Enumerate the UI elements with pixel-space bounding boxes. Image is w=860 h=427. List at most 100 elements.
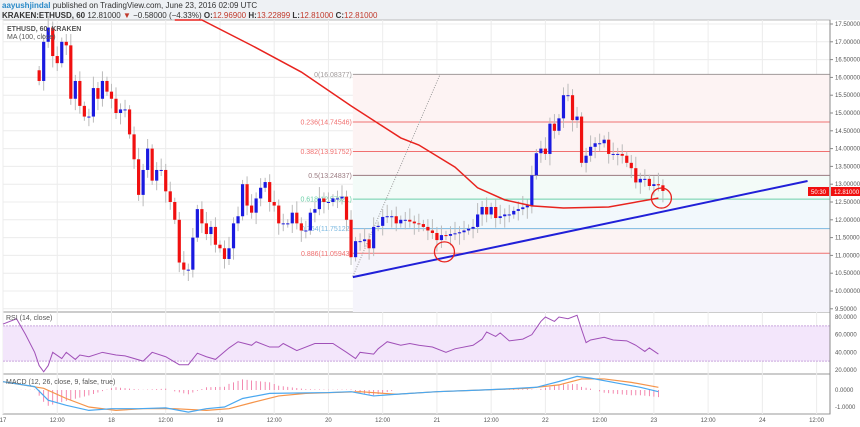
candle-up [290,212,294,224]
candle-up [466,228,471,231]
price-tick-label: 10.00000 [835,289,860,295]
fib-zone [352,74,830,123]
price-tick-label: 12.50000 [835,200,860,206]
candle-down [182,262,186,270]
price-tick-label: 14.00000 [835,147,860,153]
candle-down [173,202,177,220]
macd-tick-label: 0.0000 [835,388,854,394]
price-tick-label: 15.50000 [835,93,860,99]
candle-down [417,223,421,225]
candle-up [638,178,642,183]
candle-down [78,80,82,106]
open-value: 12.96900 [212,11,247,20]
candle-down [222,248,227,259]
candle-up [512,210,516,215]
candle-up [476,214,480,227]
trendline[interactable] [352,180,808,279]
time-tick-label: 19 [217,418,224,424]
fibonacci-retracement[interactable]: 0(16.08377) 0.236(14.74546) 0.382(13.91752… [300,72,830,312]
candle-up [652,184,656,186]
close-label: C: [335,11,345,20]
high-value: 13.22899 [256,11,291,20]
candle-down [656,184,660,186]
time-tick-label: 22 [542,418,549,424]
rsi-tick-label: 40.0000 [835,350,857,356]
time-tick-label: 12:00 [592,418,608,424]
price-tag-value: 12.81000 [834,190,860,196]
candle-up [489,206,493,215]
fib-zone [352,228,830,254]
candle-up [363,239,367,242]
candle-up [453,233,457,235]
countdown-value: 50:30 [811,190,827,196]
candle-up [155,169,159,181]
candle-up [598,143,602,145]
down-arrow-icon: ▼ [122,11,131,20]
candle-up [60,41,64,64]
candle-up [236,216,240,224]
candle-up [263,182,267,188]
annotation-circle [650,187,673,209]
legend-macd[interactable]: MACD (12, 26, close, 9, false, true) [6,379,115,386]
candle-down [132,134,136,160]
candle-down [647,178,651,186]
time-tick-label: 12:00 [809,418,825,424]
candle-up [191,237,195,270]
annotation-circle [433,241,456,263]
candle-up [308,212,312,231]
price-tick-label: 16.00000 [835,75,860,81]
candle-up [317,198,321,210]
candle-down [268,182,272,202]
candle-down [105,80,109,92]
candle-up [381,216,385,226]
candle-up [46,27,50,42]
candle-down [607,139,611,154]
legend-rsi[interactable]: RSI (14, close) [6,315,52,322]
candle-up [439,235,444,241]
candle-down [421,224,425,227]
annotation-circles[interactable] [433,187,673,263]
candle-down [394,216,398,224]
macd-pane: 0.0000 -1.0000 [2,375,856,413]
chart-header: aayushjindal published on TradingView.co… [0,0,860,20]
candle-up [100,80,105,99]
open-label: O: [203,11,213,20]
time-tick-label: 18 [108,418,115,424]
author-link[interactable]: aayushjindal [2,1,51,10]
time-tick-label: 23 [651,418,658,424]
rsi-pane: 80.0000 60.0000 40.0000 20.0000 [2,314,857,374]
legend-ma[interactable]: MA (100, close) [7,34,56,41]
candle-up [602,139,606,144]
candle-up [335,198,340,200]
candle-down [114,98,118,113]
macd-line [2,375,659,413]
fib-level-label: 0.5(13.24837) [308,173,352,180]
price-tick-label: 11.00000 [835,253,860,259]
time-tick-label: 12:00 [375,418,391,424]
candle-up [372,226,376,249]
candle-up [73,80,77,99]
candle-down [579,116,584,163]
countdown-tag [808,187,829,196]
candle-up [516,209,520,211]
candle-down [543,148,547,154]
candle-up [87,116,91,118]
publish-line: aayushjindal published on TradingView.co… [2,1,257,10]
candle-up [566,95,570,97]
candle-down [272,202,276,206]
candle-up [448,234,453,236]
candle-down [250,205,254,213]
price-tick-label: 14.50000 [835,129,860,135]
candle-down [150,148,154,181]
candle-up [195,209,199,238]
candle-up [376,225,380,227]
candle-up [240,184,245,217]
rsi-tick-label: 60.0000 [835,333,857,339]
fib-diagonal [352,74,441,277]
candle-down [349,219,353,258]
rsi-tick-label: 20.0000 [835,368,857,374]
candle-down [51,27,55,57]
low-value: 12.81000 [299,11,334,20]
time-tick-label: 12:00 [50,418,66,424]
